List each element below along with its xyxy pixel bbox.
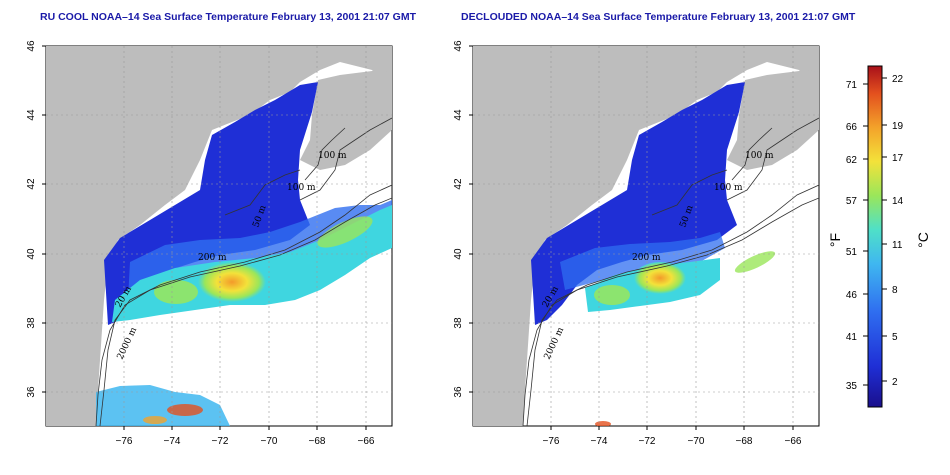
lat-tick-label: 38 (26, 317, 37, 329)
celsius-tick-label: 19 (892, 121, 904, 132)
celsius-tick-label: 2 (892, 377, 898, 388)
right-map-title: DECLOUDED NOAA–14 Sea Surface Temperatur… (461, 11, 856, 23)
right-lat-labels: 36 38 40 42 44 46 (453, 40, 464, 398)
celsius-unit-label: °C (915, 232, 931, 248)
warm-core-ring (634, 262, 686, 294)
lon-tick-label: −72 (639, 436, 656, 447)
fahrenheit-tick-label: 35 (846, 381, 858, 392)
fahrenheit-unit-label: °F (827, 233, 843, 247)
lon-tick-label: −74 (591, 436, 608, 447)
right-lon-labels: −76 −74 −72 −70 −68 −66 (543, 436, 802, 447)
contour-label: 100 m (318, 151, 347, 161)
shelf-water-mid (560, 232, 725, 290)
lon-tick-label: −66 (358, 436, 375, 447)
lat-tick-label: 40 (26, 248, 37, 260)
lat-tick-label: 36 (26, 386, 37, 398)
warm-eddy (594, 285, 630, 305)
colorbar-ticks (863, 77, 887, 386)
lat-tick-label: 36 (453, 386, 464, 398)
contour-label: 200 m (632, 253, 661, 263)
fahrenheit-tick-label: 62 (846, 155, 858, 166)
lat-tick-label: 40 (453, 248, 464, 260)
celsius-tick-labels: 22 19 17 14 11 8 5 2 (892, 74, 904, 388)
southern-warm-patch (96, 385, 230, 426)
celsius-tick-label: 5 (892, 332, 898, 343)
lon-tick-label: −76 (543, 436, 560, 447)
lat-tick-label: 38 (453, 317, 464, 329)
fahrenheit-tick-label: 41 (846, 332, 858, 343)
lon-tick-label: −70 (261, 436, 278, 447)
gulf-stream-hot (167, 404, 203, 416)
left-map-title: RU COOL NOAA–14 Sea Surface Temperature … (40, 11, 417, 23)
lon-tick-label: −70 (688, 436, 705, 447)
celsius-tick-label: 8 (892, 285, 898, 296)
contour-label: 100 m (714, 183, 743, 193)
warm-filament (317, 216, 373, 248)
lat-tick-label: 44 (453, 109, 464, 121)
land-mass (473, 46, 819, 426)
nova-scotia-land (727, 70, 819, 170)
fahrenheit-tick-label: 66 (846, 122, 858, 133)
contour-label: 100 m (745, 151, 774, 161)
lon-tick-label: −68 (736, 436, 753, 447)
lon-tick-label: −74 (164, 436, 181, 447)
contour-label: 200 m (198, 253, 227, 263)
bathymetry-contours (522, 117, 819, 426)
celsius-tick-label: 22 (892, 74, 904, 85)
left-lat-labels: 36 38 40 42 44 46 (26, 40, 37, 398)
lon-tick-label: −68 (309, 436, 326, 447)
warm-filament (734, 251, 776, 273)
left-map: 100 m 100 m 50 m 200 m 20 m 2000 m −76 −… (26, 40, 393, 447)
colorbar: 71 66 62 57 51 46 41 35 22 19 17 14 11 8… (827, 65, 931, 408)
celsius-tick-label: 17 (892, 153, 904, 164)
lon-tick-label: −66 (785, 436, 802, 447)
fahrenheit-tick-label: 71 (846, 80, 858, 91)
warm-eddy (154, 280, 198, 304)
left-graticule (46, 46, 392, 426)
lon-tick-label: −72 (212, 436, 229, 447)
gulf-stream-warm (143, 416, 167, 424)
lat-tick-label: 44 (26, 109, 37, 121)
warm-core-ring (198, 262, 266, 302)
right-graticule (473, 46, 819, 426)
right-tick-marks (469, 45, 794, 430)
lat-tick-label: 42 (26, 178, 37, 190)
contour-label: 100 m (287, 183, 316, 193)
bathymetry-contours (95, 117, 392, 426)
fahrenheit-tick-label: 57 (846, 196, 858, 207)
left-tick-marks (42, 45, 367, 430)
land-mass (46, 46, 392, 426)
celsius-tick-label: 11 (892, 240, 903, 251)
fahrenheit-tick-label: 51 (846, 247, 858, 258)
left-lon-labels: −76 −74 −72 −70 −68 −66 (116, 436, 375, 447)
lat-tick-label: 46 (26, 40, 37, 52)
celsius-tick-label: 14 (892, 196, 904, 207)
colorbar-gradient (867, 65, 883, 408)
right-map: 100 m 100 m 50 m 200 m 20 m 2000 m −76 −… (453, 40, 820, 447)
lat-tick-label: 46 (453, 40, 464, 52)
nova-scotia-land (300, 70, 392, 170)
lat-tick-label: 42 (453, 178, 464, 190)
fahrenheit-tick-labels: 71 66 62 57 51 46 41 35 (846, 80, 858, 392)
lon-tick-label: −76 (116, 436, 133, 447)
fahrenheit-tick-label: 46 (846, 290, 858, 301)
